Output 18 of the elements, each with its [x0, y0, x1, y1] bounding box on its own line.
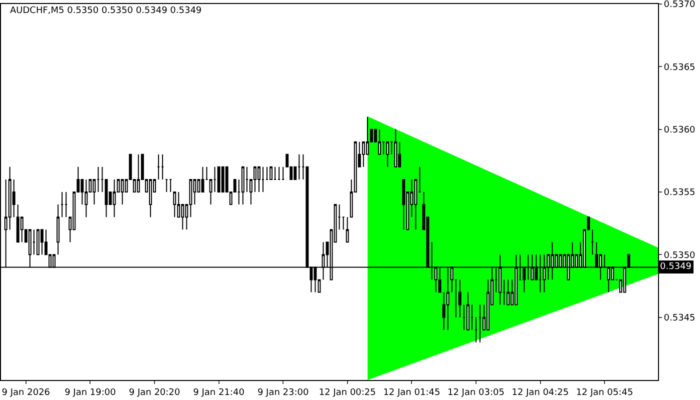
y-tick-label: 0.5360: [664, 125, 696, 136]
x-tick-label: 9 Jan 19:00: [64, 388, 116, 398]
y-tick-label: 0.5370: [664, 0, 696, 10]
y-tick-label: 0.5345: [664, 313, 696, 324]
y-tick-label: 0.5350: [664, 250, 696, 261]
x-tick-label: 12 Jan 05:45: [576, 388, 634, 398]
ref-line-label: 0.5349: [660, 262, 692, 272]
x-tick-label: 9 Jan 20:20: [128, 388, 180, 398]
x-tick-label: 9 Jan 21:40: [193, 388, 245, 398]
x-tick-label: 9 Jan 23:00: [257, 388, 309, 398]
x-tick-label: 12 Jan 00:25: [318, 388, 376, 398]
chart-title: AUDCHF,M5 0.5350 0.5350 0.5349 0.5349: [10, 6, 202, 16]
x-tick-label: 12 Jan 01:45: [383, 388, 440, 398]
y-tick-label: 0.5365: [664, 62, 696, 73]
x-tick-label: 12 Jan 03:05: [447, 388, 504, 398]
x-tick-label: 9 Jan 2026: [2, 388, 50, 398]
y-tick-label: 0.5355: [664, 188, 696, 198]
x-tick-label: 12 Jan 04:25: [512, 388, 569, 398]
